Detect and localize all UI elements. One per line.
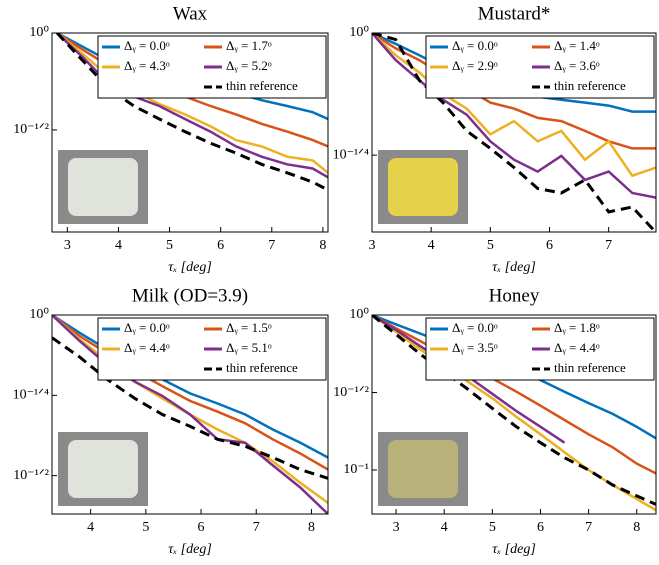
- legend-label: Δᵧ = 1.7ᵒ: [226, 38, 272, 54]
- inset-sample: [68, 440, 138, 498]
- y-tick-label: 10⁻¹ᐟ⁴: [13, 388, 50, 403]
- x-tick-label: 7: [605, 238, 612, 253]
- x-tick-label: 5: [142, 520, 149, 535]
- x-tick-label: 4: [115, 238, 122, 253]
- y-tick-label: 10⁻¹ᐟ²: [13, 468, 49, 483]
- chart-title: Milk (OD=3.9): [132, 285, 248, 306]
- inset-sample: [388, 158, 458, 216]
- x-tick-label: 3: [369, 238, 376, 253]
- x-tick-label: 4: [428, 238, 435, 253]
- legend-label: Δᵧ = 3.6ᵒ: [554, 58, 600, 74]
- legend-label: Δᵧ = 0.0ᵒ: [124, 38, 170, 54]
- inset-sample: [388, 440, 458, 498]
- legend-label: Δᵧ = 5.2ᵒ: [226, 58, 272, 74]
- chart-title: Mustard*: [478, 3, 551, 24]
- legend-label: thin reference: [226, 360, 298, 375]
- chart-title: Wax: [173, 3, 208, 24]
- legend-label: thin reference: [554, 78, 626, 93]
- series-line: [372, 33, 656, 232]
- plot-frame: [371, 314, 657, 515]
- plot-frame: [51, 32, 329, 233]
- legend-label: Δᵧ = 1.5ᵒ: [226, 320, 272, 336]
- series-line: [372, 315, 656, 475]
- x-tick-label: 5: [487, 238, 494, 253]
- x-tick-label: 8: [633, 520, 640, 535]
- plot-frame: [51, 314, 329, 515]
- y-tick-label: 10⁰: [349, 307, 369, 322]
- legend-label: thin reference: [554, 360, 626, 375]
- y-tick-label: 10⁰: [29, 25, 49, 40]
- chart-title: Honey: [489, 285, 540, 306]
- x-tick-label: 4: [441, 520, 448, 535]
- x-tick-label: 5: [166, 238, 173, 253]
- x-tick-label: 3: [393, 520, 400, 535]
- x-tick-label: 7: [268, 238, 275, 253]
- legend-label: Δᵧ = 0.0ᵒ: [124, 320, 170, 336]
- chart-panel: Milk (OD=3.9) τₓ [deg] 4 5 6 7 8 10⁰ 10⁻¹ᐟ⁴ 10⁻¹ᐟ…: [13, 285, 329, 557]
- x-tick-label: 6: [537, 520, 544, 535]
- series-line: [372, 315, 656, 506]
- x-axis-label: τₓ [deg]: [168, 260, 212, 275]
- series-line: [372, 33, 656, 178]
- x-tick-label: 8: [308, 520, 315, 535]
- legend-label: Δᵧ = 3.5ᵒ: [452, 340, 498, 356]
- chart-panel: Honey τₓ [deg] 3 4 5 6 7 8 10⁰ 10⁻¹ᐟ² 10⁻¹ Δᵧ = 0.0…: [333, 285, 657, 557]
- x-axis-label: τₓ [deg]: [492, 542, 536, 557]
- x-tick-label: 3: [64, 238, 71, 253]
- y-tick-label: 10⁻¹ᐟ²: [333, 385, 369, 400]
- legend-label: Δᵧ = 1.8ᵒ: [554, 320, 600, 336]
- y-tick-label: 10⁻¹ᐟ⁴: [333, 147, 370, 162]
- y-tick-label: 10⁰: [29, 307, 49, 322]
- legend-label: Δᵧ = 4.3ᵒ: [124, 58, 170, 74]
- x-tick-label: 8: [319, 238, 326, 253]
- x-tick-label: 4: [87, 520, 94, 535]
- legend-label: Δᵧ = 2.9ᵒ: [452, 58, 498, 74]
- chart-panel: Mustard* τₓ [deg] 3 4 5 6 7 10⁰ 10⁻¹ᐟ⁴ Δᵧ = 0.0ᵒ Δ…: [333, 3, 657, 275]
- y-tick-label: 10⁰: [349, 25, 369, 40]
- legend-label: thin reference: [226, 78, 298, 93]
- legend-label: Δᵧ = 1.4ᵒ: [554, 38, 600, 54]
- x-axis-label: τₓ [deg]: [492, 260, 536, 275]
- x-tick-label: 6: [198, 520, 205, 535]
- chart-panel: Wax τₓ [deg] 3 4 5 6 7 8 10⁰ 10⁻¹ᐟ² Δᵧ = 0.0ᵒ Δᵧ = …: [13, 3, 329, 275]
- plot-frame: [371, 32, 657, 233]
- x-axis-label: τₓ [deg]: [168, 542, 212, 557]
- x-tick-label: 7: [253, 520, 260, 535]
- legend-label: Δᵧ = 0.0ᵒ: [452, 320, 498, 336]
- legend-label: Δᵧ = 4.4ᵒ: [554, 340, 600, 356]
- legend-label: Δᵧ = 0.0ᵒ: [452, 38, 498, 54]
- y-tick-label: 10⁻¹: [343, 462, 369, 477]
- x-tick-label: 7: [585, 520, 592, 535]
- x-tick-label: 5: [489, 520, 496, 535]
- x-tick-label: 6: [546, 238, 553, 253]
- inset-sample: [68, 158, 138, 216]
- x-tick-label: 6: [217, 238, 224, 253]
- legend-label: Δᵧ = 4.4ᵒ: [124, 340, 170, 356]
- legend-label: Δᵧ = 5.1ᵒ: [226, 340, 272, 356]
- y-tick-label: 10⁻¹ᐟ²: [13, 122, 49, 137]
